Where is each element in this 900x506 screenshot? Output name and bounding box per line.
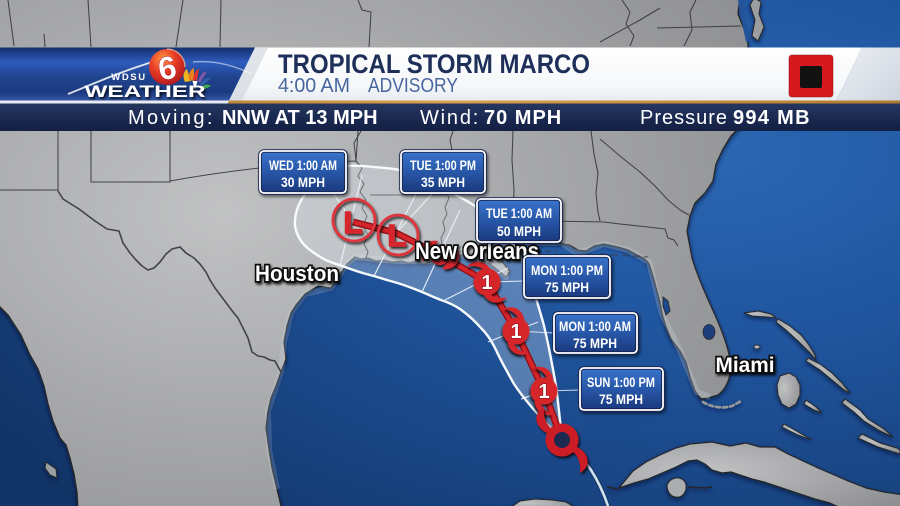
svg-text:L: L (344, 205, 363, 240)
svg-text:70 MPH: 70 MPH (484, 107, 562, 129)
svg-text:994 MB: 994 MB (733, 107, 811, 129)
svg-text:50 MPH: 50 MPH (497, 224, 541, 239)
svg-text:New Orleans: New Orleans (415, 238, 539, 265)
svg-text:75 MPH: 75 MPH (573, 336, 617, 351)
svg-text:75 MPH: 75 MPH (599, 392, 643, 407)
svg-text:30 MPH: 30 MPH (281, 175, 325, 190)
svg-text:75 MPH: 75 MPH (545, 280, 589, 295)
svg-text:1: 1 (481, 272, 492, 294)
svg-text:WDSU: WDSU (111, 72, 146, 83)
svg-text:Moving:: Moving: (128, 107, 215, 129)
svg-text:WED 1:00 AM: WED 1:00 AM (269, 158, 337, 173)
svg-text:35 MPH: 35 MPH (421, 175, 465, 190)
svg-text:SUN 1:00 PM: SUN 1:00 PM (587, 375, 655, 390)
svg-text:1: 1 (538, 381, 549, 403)
svg-text:1: 1 (510, 321, 521, 343)
svg-text:NNW AT 13 MPH: NNW AT 13 MPH (222, 107, 378, 129)
svg-text:TROPICAL STORM MARCO: TROPICAL STORM MARCO (278, 49, 590, 79)
svg-text:TUE 1:00 AM: TUE 1:00 AM (486, 206, 552, 221)
svg-text:L: L (388, 218, 407, 253)
svg-text:4:00 AM: 4:00 AM (278, 75, 350, 97)
svg-text:MON 1:00 PM: MON 1:00 PM (531, 263, 603, 278)
svg-text:Houston: Houston (255, 261, 339, 286)
svg-text:Miami: Miami (716, 354, 775, 377)
svg-text:MON 1:00 AM: MON 1:00 AM (559, 319, 631, 334)
svg-text:TUE 1:00 PM: TUE 1:00 PM (410, 158, 476, 173)
svg-text:Pressure: Pressure (640, 107, 728, 129)
svg-text:Wind:: Wind: (420, 107, 480, 129)
svg-text:ADVISORY: ADVISORY (368, 75, 458, 97)
svg-text:WEATHER: WEATHER (85, 83, 206, 101)
